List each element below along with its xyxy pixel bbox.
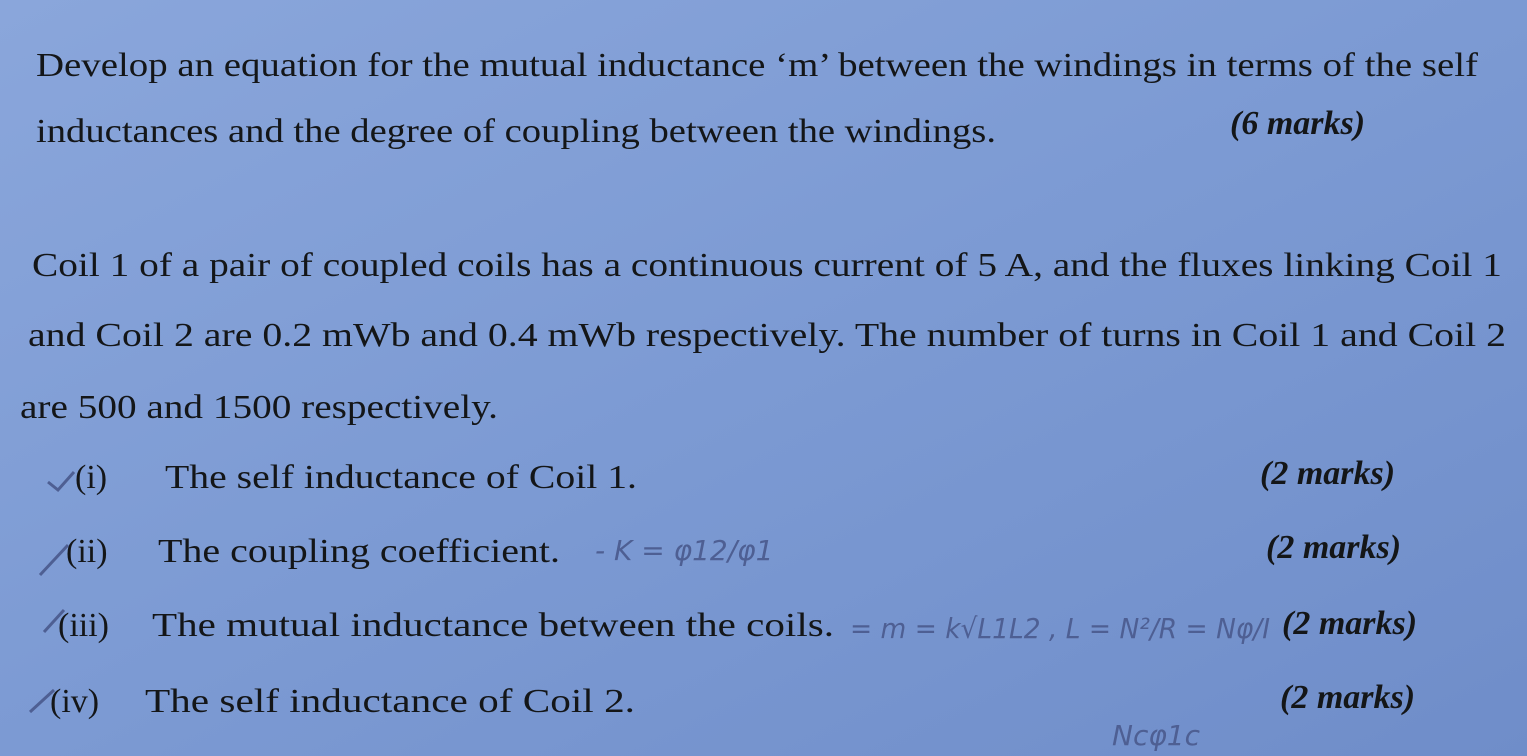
item-text: The mutual inductance between the coils. [152,607,834,644]
marks: (2 marks) [1282,605,1417,642]
question-line: Coil 1 of a pair of coupled coils has a … [32,247,1502,284]
handwritten-note: Ncφ1c [1112,719,1201,752]
question-line: and Coil 2 are 0.2 mWb and 0.4 mWb respe… [28,317,1506,354]
question-line: inductances and the degree of coupling b… [36,113,996,150]
handwritten-note: - K = φ12/φ1 [595,534,773,567]
item-number: (i) [75,459,107,496]
marks: (6 marks) [1230,105,1365,142]
item-text: The self inductance of Coil 1. [165,459,637,496]
question-line: are 500 and 1500 respectively. [20,389,498,426]
item-number: (iii) [58,607,109,644]
item-text: The self inductance of Coil 2. [145,683,635,720]
item-text: The coupling coefficient. [158,533,560,570]
question-line: Develop an equation for the mutual induc… [36,47,1479,84]
tick-marks [28,471,76,714]
marks: (2 marks) [1280,679,1415,716]
item-number: (iv) [50,683,99,720]
marks: (2 marks) [1266,529,1401,566]
marks: (2 marks) [1260,455,1395,492]
item-number: (ii) [66,533,108,570]
handwritten-note: = m = k√L1L2 , L = N²/R = Nφ/I [850,612,1270,645]
